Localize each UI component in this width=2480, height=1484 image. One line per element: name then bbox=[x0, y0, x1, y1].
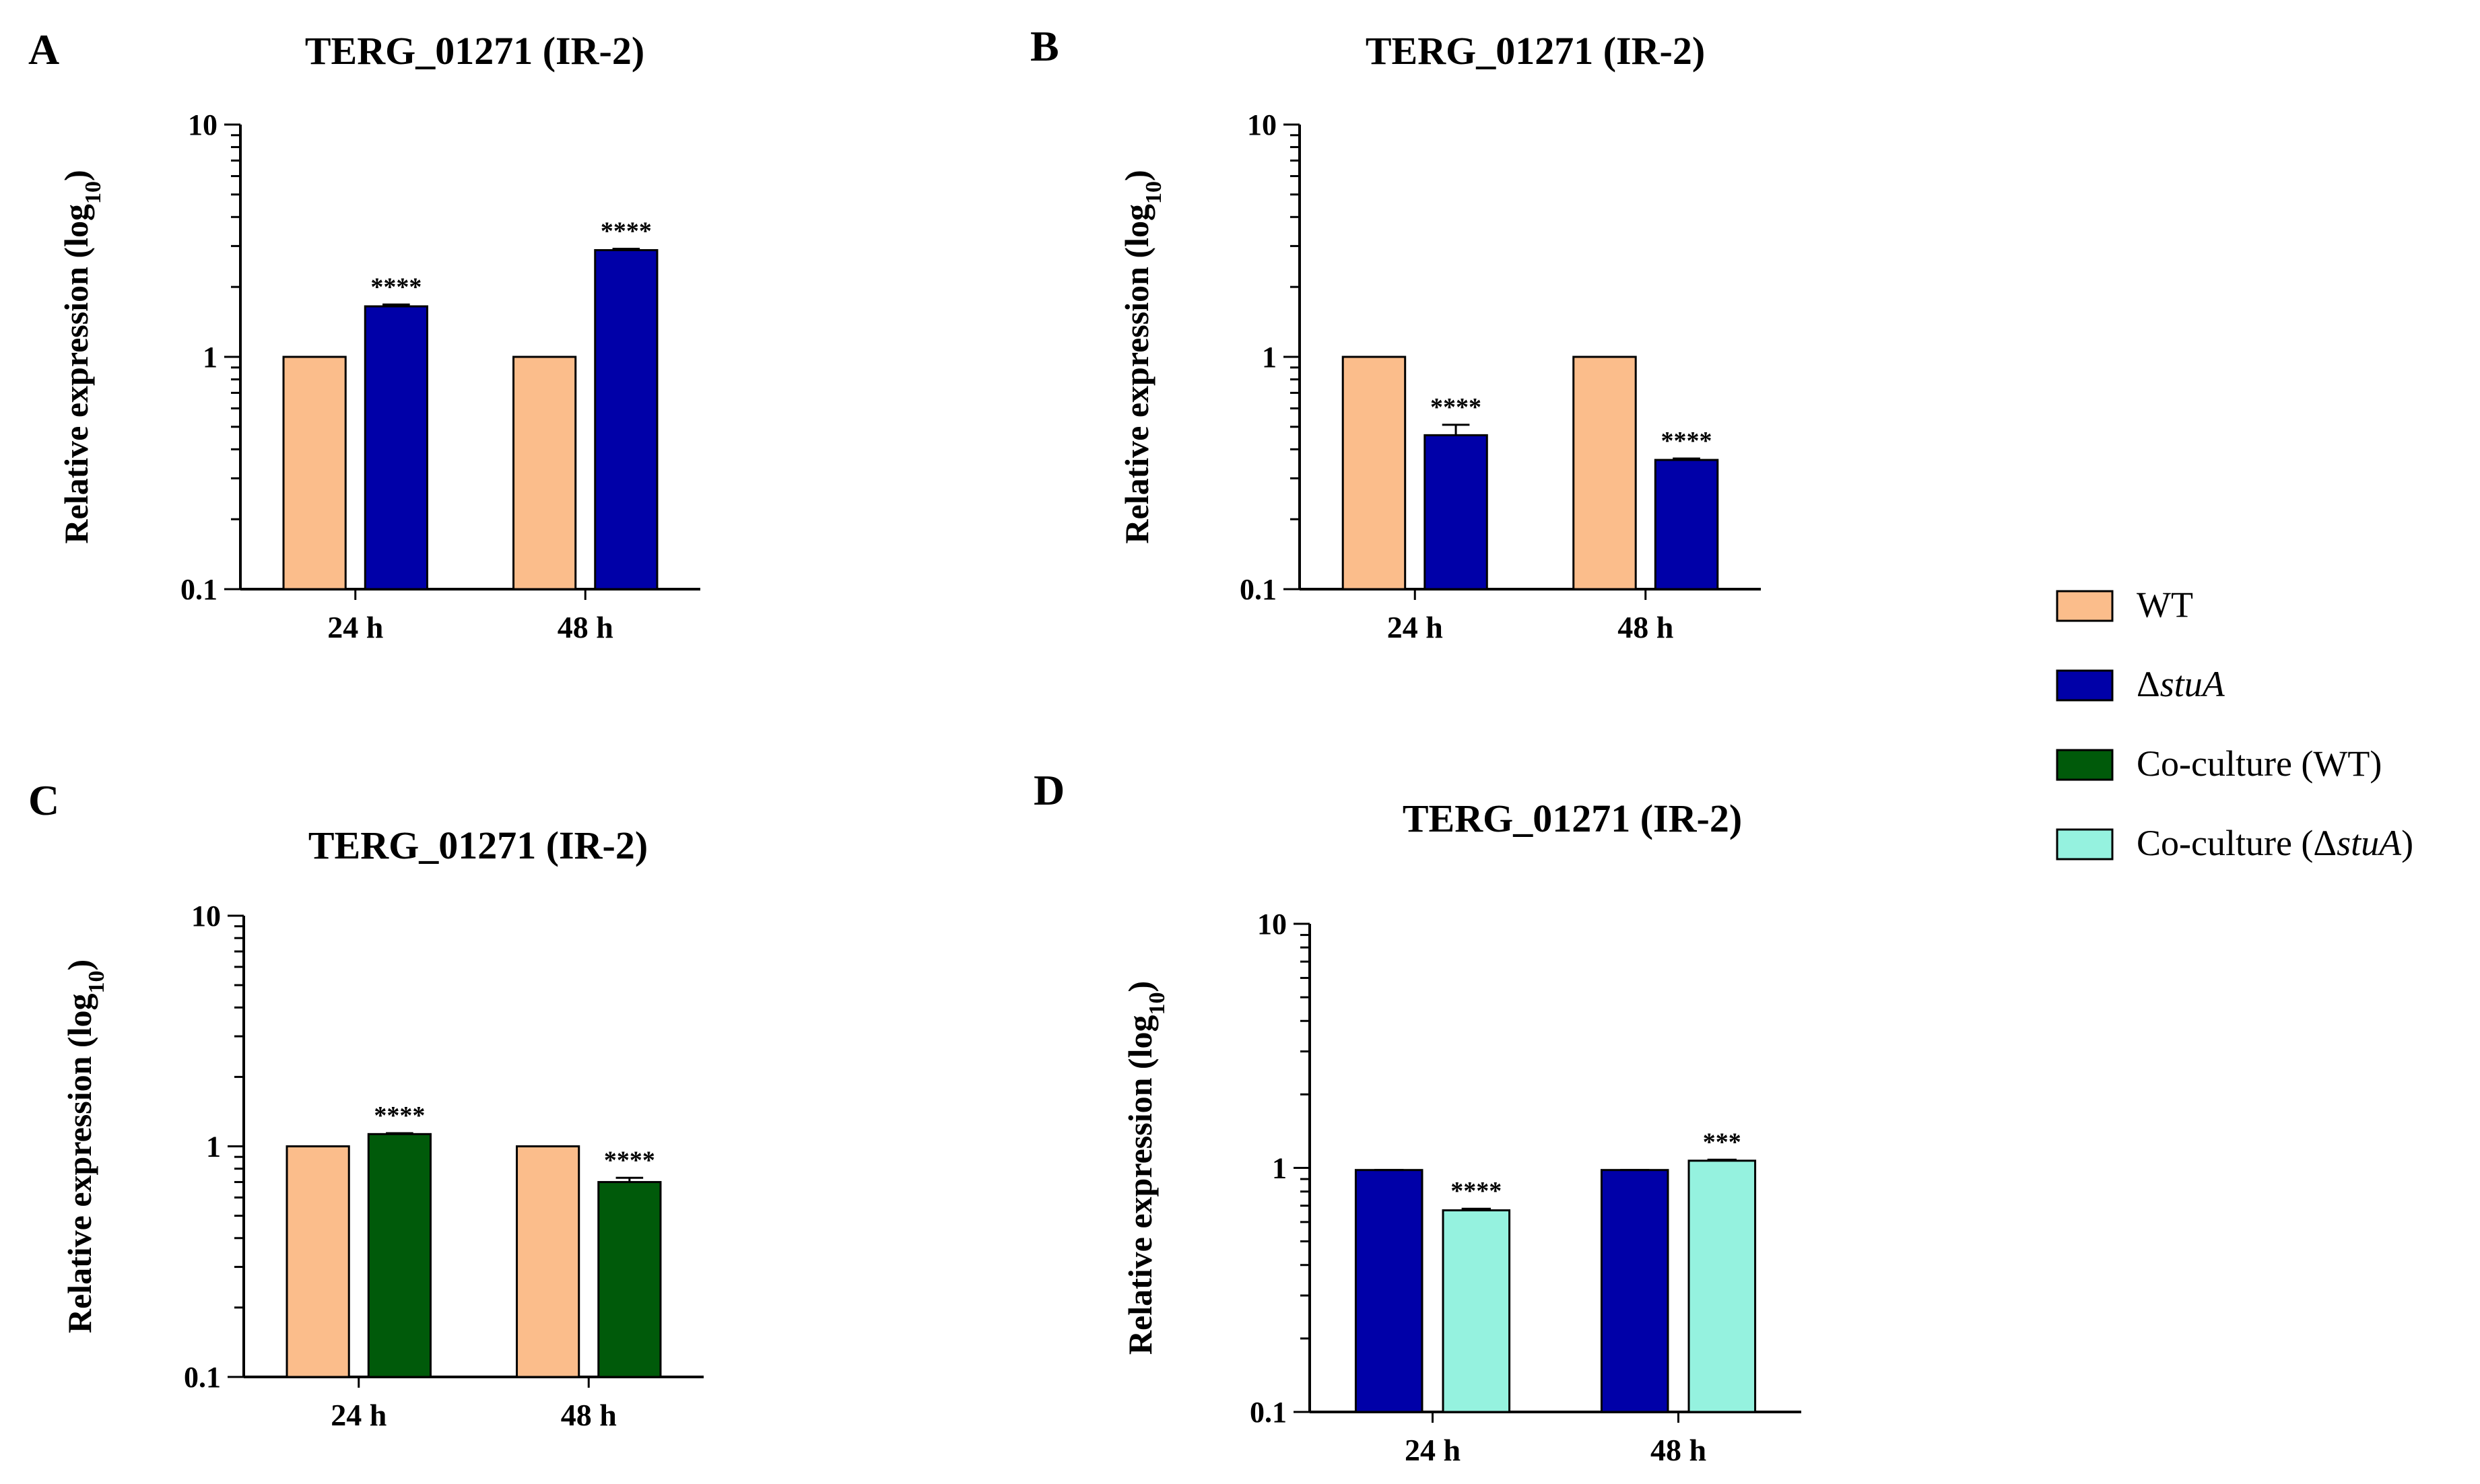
chart-title: TERG_01271 (IR-2) bbox=[1403, 797, 1742, 840]
y-axis-label-end: ) bbox=[61, 959, 98, 971]
panel-letter: B bbox=[1030, 22, 1059, 70]
chart-title: TERG_01271 (IR-2) bbox=[1366, 29, 1705, 73]
y-tick-label: 0.1 bbox=[184, 1361, 221, 1394]
panel-letter: A bbox=[28, 26, 59, 73]
y-axis-label: Relative expression (log10) bbox=[1118, 170, 1166, 543]
y-axis-label-sub: 10 bbox=[84, 971, 109, 994]
bar-stua bbox=[1654, 459, 1719, 591]
x-tick-label: 48 h bbox=[1650, 1433, 1706, 1467]
x-tick-label: 24 h bbox=[1387, 610, 1443, 644]
significance-label: *** bbox=[1703, 1128, 1741, 1156]
x-tick-label: 48 h bbox=[558, 610, 613, 644]
bar-stua bbox=[1354, 1169, 1423, 1413]
y-tick-label: 1 bbox=[1272, 1152, 1287, 1185]
legend-label-prefix: Δ bbox=[2137, 664, 2160, 704]
bar-stua bbox=[364, 305, 428, 591]
bar-stua bbox=[594, 249, 659, 591]
bar-costua bbox=[1687, 1159, 1757, 1413]
y-axis-label: Relative expression (log10) bbox=[1121, 981, 1170, 1355]
legend-label: ΔstuA bbox=[2137, 664, 2225, 704]
legend-item-costua: Co-culture (ΔstuA) bbox=[2056, 823, 2413, 863]
y-axis-label-end: ) bbox=[1118, 170, 1155, 181]
y-tick-label: 10 bbox=[191, 900, 221, 933]
y-tick-label: 1 bbox=[1262, 341, 1277, 374]
legend-label-suffix: ) bbox=[2401, 823, 2413, 863]
x-tick-label: 24 h bbox=[327, 610, 383, 644]
significance-label: **** bbox=[370, 273, 422, 301]
y-tick-label: 0.1 bbox=[1240, 573, 1277, 606]
legend-item-cowt: Co-culture (WT) bbox=[2056, 743, 2382, 784]
x-tick-label: 48 h bbox=[561, 1398, 617, 1432]
bar-wt bbox=[512, 356, 577, 591]
y-axis-label: Relative expression (log10) bbox=[57, 170, 106, 543]
panel-letter: C bbox=[28, 776, 59, 824]
bar-wt bbox=[1341, 356, 1407, 591]
y-axis-label-main: Relative expression (log bbox=[57, 204, 95, 544]
chart-title: TERG_01271 (IR-2) bbox=[308, 823, 648, 867]
y-axis-label-sub: 10 bbox=[81, 181, 106, 204]
y-axis-label-main: Relative expression (log bbox=[61, 994, 98, 1334]
legend-swatch bbox=[2056, 749, 2114, 781]
chart-title: TERG_01271 (IR-2) bbox=[305, 29, 644, 73]
y-tick-label: 1 bbox=[206, 1131, 221, 1163]
x-tick-label: 24 h bbox=[1405, 1433, 1461, 1467]
y-tick-label: 10 bbox=[1257, 908, 1287, 941]
legend-label-italic: stuA bbox=[2160, 664, 2225, 704]
bar-costua bbox=[1442, 1209, 1511, 1413]
bar-wt bbox=[516, 1145, 580, 1378]
legend-label: Co-culture (WT) bbox=[2137, 743, 2382, 784]
legend-label: WT bbox=[2137, 584, 2193, 625]
y-axis-label-main: Relative expression (log bbox=[1118, 204, 1155, 544]
y-axis-label-sub: 10 bbox=[1145, 992, 1170, 1015]
y-tick-label: 0.1 bbox=[180, 573, 217, 606]
legend-label: Co-culture (ΔstuA) bbox=[2137, 823, 2413, 863]
y-axis-label-sub: 10 bbox=[1141, 181, 1166, 204]
legend-swatch bbox=[2056, 828, 2114, 861]
y-tick-label: 1 bbox=[203, 341, 217, 374]
x-tick-label: 48 h bbox=[1617, 610, 1673, 644]
y-tick-label: 10 bbox=[188, 108, 217, 141]
bar-wt bbox=[282, 356, 347, 591]
significance-label: **** bbox=[604, 1146, 655, 1174]
y-tick-label: 0.1 bbox=[1250, 1396, 1287, 1429]
bar-cowt bbox=[367, 1133, 432, 1378]
bar-cowt bbox=[597, 1181, 662, 1378]
significance-label: **** bbox=[1661, 427, 1712, 455]
bar-stua bbox=[1423, 434, 1488, 591]
bar-wt bbox=[1572, 356, 1637, 591]
significance-label: **** bbox=[374, 1102, 425, 1130]
significance-label: **** bbox=[601, 217, 652, 245]
significance-label: **** bbox=[1450, 1177, 1502, 1205]
legend-swatch bbox=[2056, 669, 2114, 702]
significance-label: **** bbox=[1430, 393, 1481, 421]
bar-wt bbox=[286, 1145, 350, 1378]
y-axis-label-main: Relative expression (log bbox=[1121, 1015, 1159, 1355]
legend-item-stua: ΔstuA bbox=[2056, 664, 2225, 704]
panel-letter: D bbox=[1034, 766, 1065, 814]
y-tick-label: 10 bbox=[1247, 108, 1277, 141]
y-axis-label-end: ) bbox=[1121, 981, 1159, 992]
bar-stua bbox=[1600, 1169, 1669, 1413]
legend-item-wt: WT bbox=[2056, 584, 2193, 625]
y-axis-label-end: ) bbox=[57, 170, 95, 181]
legend-label-italic: stuA bbox=[2337, 823, 2402, 863]
x-tick-label: 24 h bbox=[331, 1398, 387, 1432]
y-axis-label: Relative expression (log10) bbox=[61, 959, 109, 1333]
legend-label-prefix: Co-culture (Δ bbox=[2137, 823, 2337, 863]
legend-swatch bbox=[2056, 590, 2114, 622]
